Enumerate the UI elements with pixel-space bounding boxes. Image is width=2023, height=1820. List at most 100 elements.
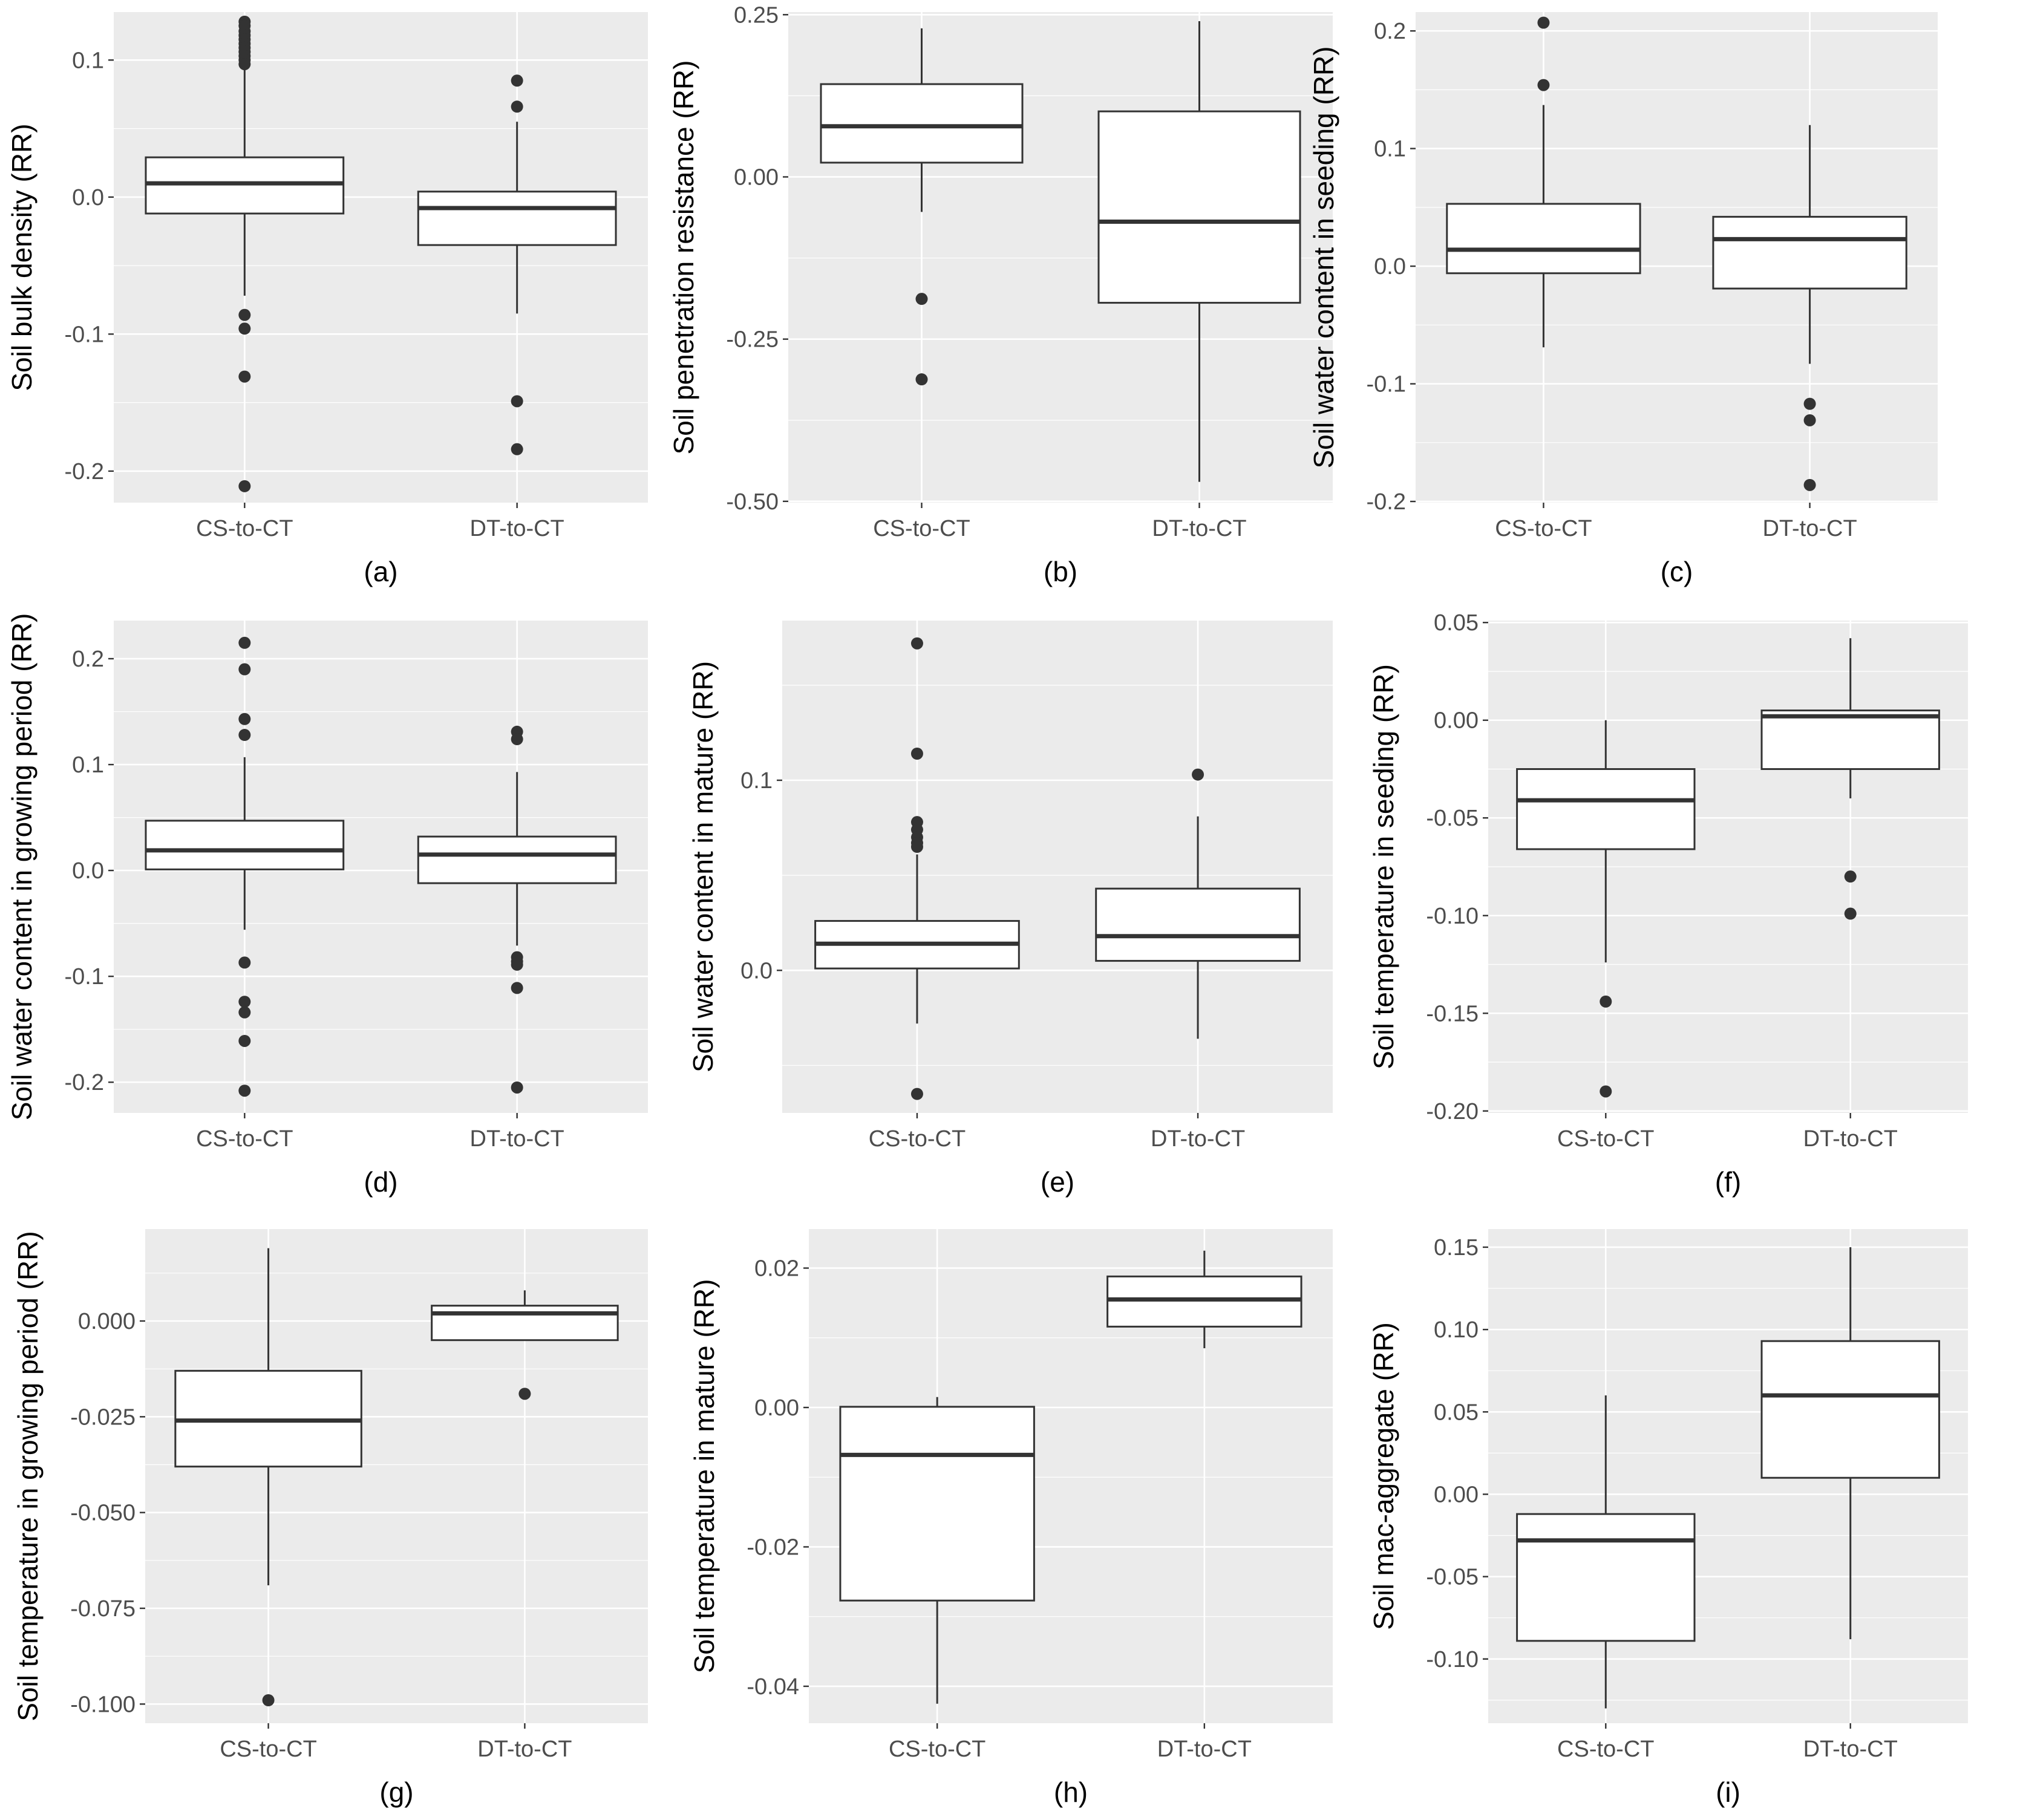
y-tick-label: 0.00 — [1434, 708, 1479, 734]
panel-caption: (h) — [1054, 1776, 1088, 1808]
y-tick-label: 0.05 — [1434, 610, 1479, 636]
outlier-point — [238, 713, 251, 725]
iqr-box — [1760, 1340, 1940, 1479]
y-tick-label: -0.04 — [747, 1674, 799, 1700]
y-tick-label: -0.2 — [65, 459, 104, 484]
box-CS-to-CT — [814, 637, 1020, 1100]
panel-caption: (f) — [1715, 1166, 1741, 1198]
y-tick-label: 0.2 — [1374, 19, 1406, 44]
outlier-point — [238, 636, 251, 649]
outlier-point — [238, 370, 251, 383]
y-tick-label: -0.10 — [1426, 904, 1479, 929]
panel-i: -0.10 -0.05 0.00 0.05 0.10 0.15 CS-to-CT DT-to-… — [1368, 1229, 1968, 1808]
iqr-box — [1516, 768, 1696, 850]
x-tick-label: DT-to-CT — [1803, 1737, 1898, 1762]
box-CS-to-CT — [1516, 1395, 1696, 1709]
iqr-box — [1446, 203, 1641, 275]
panel-caption: (c) — [1661, 556, 1693, 587]
y-axis-title: Soil temperature in growing period (RR) — [12, 1231, 44, 1721]
panel-caption: (d) — [364, 1166, 397, 1198]
iqr-box — [1097, 110, 1301, 304]
box-CS-to-CT — [820, 28, 1024, 386]
outlier-point — [511, 733, 523, 746]
y-tick-label: 0.1 — [72, 752, 104, 778]
panel-d: -0.2 -0.1 0.0 0.1 0.2 CS-to-CT DT-to-CT Soil wa… — [6, 613, 648, 1198]
box-DT-to-CT — [1712, 125, 1907, 491]
outlier-point — [238, 1034, 251, 1047]
x-tick-label: CS-to-CT — [869, 1126, 966, 1152]
plot-background — [782, 621, 1333, 1113]
x-tick-label: CS-to-CT — [196, 1126, 293, 1152]
y-tick-label: -0.025 — [70, 1404, 136, 1430]
iqr-box — [1760, 709, 1940, 770]
y-tick-label: -0.075 — [70, 1596, 136, 1622]
panel-caption: (i) — [1716, 1776, 1740, 1808]
outlier-point — [518, 1388, 531, 1400]
y-tick-label: -0.2 — [65, 1070, 104, 1095]
plot-background — [114, 12, 648, 503]
outlier-point — [1803, 478, 1816, 491]
panel-caption: (g) — [379, 1776, 413, 1808]
outlier-point — [238, 1006, 251, 1019]
x-tick-label: DT-to-CT — [1157, 1737, 1252, 1762]
y-tick-label: -0.25 — [726, 327, 779, 353]
panel-caption: (a) — [364, 556, 397, 587]
box-DT-to-CT — [1760, 638, 1940, 920]
iqr-box — [1095, 887, 1301, 962]
y-tick-label: 0.15 — [1434, 1235, 1479, 1261]
iqr-box — [1712, 215, 1907, 290]
y-tick-label: -0.05 — [1426, 1565, 1479, 1590]
y-tick-label: -0.2 — [1367, 489, 1406, 515]
x-tick-label: DT-to-CT — [470, 516, 564, 541]
outlier-point — [511, 982, 523, 994]
outlier-point — [1803, 414, 1816, 426]
y-tick-label: -0.50 — [726, 489, 779, 515]
x-tick-label: DT-to-CT — [1152, 516, 1246, 541]
y-tick-label: -0.050 — [70, 1501, 136, 1526]
y-tick-label: 0.2 — [72, 647, 104, 672]
panel-caption: (b) — [1044, 556, 1077, 587]
y-tick-label: 0.1 — [1374, 137, 1406, 162]
outlier-point — [915, 373, 928, 386]
box-CS-to-CT — [145, 15, 345, 492]
y-tick-label: 0.1 — [740, 768, 773, 794]
box-DT-to-CT — [1760, 1247, 1940, 1640]
y-tick-label: 0.1 — [72, 48, 104, 73]
box-CS-to-CT — [174, 1248, 362, 1706]
panel-f: -0.20 -0.15 -0.10 -0.05 0.00 0.05 CS-to-CT DT-t… — [1368, 610, 1968, 1198]
iqr-box — [839, 1406, 1035, 1602]
outlier-point — [1844, 870, 1857, 883]
y-tick-label: 0.0 — [1374, 254, 1406, 279]
x-tick-label: DT-to-CT — [1151, 1126, 1245, 1152]
outlier-point — [238, 480, 251, 492]
y-axis-title: Soil water content in seeding (RR) — [1308, 47, 1339, 469]
iqr-box — [417, 835, 617, 884]
y-tick-label: 0.10 — [1434, 1317, 1479, 1343]
outlier-point — [511, 1081, 523, 1094]
box-CS-to-CT — [145, 636, 345, 1097]
y-axis-title: Soil temperature in mature (RR) — [688, 1279, 720, 1674]
y-tick-label: 0.00 — [1434, 1482, 1479, 1507]
y-tick-label: -0.15 — [1426, 1001, 1479, 1026]
iqr-box — [820, 83, 1024, 164]
box-CS-to-CT — [1446, 16, 1641, 348]
panel-b: -0.50 -0.25 0.00 0.25 CS-to-CT DT-to-CT Soil p… — [668, 2, 1333, 587]
outlier-point — [238, 956, 251, 969]
outlier-point — [511, 100, 523, 113]
box-DT-to-CT — [417, 74, 617, 455]
y-axis-title: Soil bulk density (RR) — [6, 123, 38, 391]
y-tick-label: 0.0 — [72, 185, 104, 210]
outlier-point — [238, 729, 251, 742]
panel-a: -0.2 -0.1 0.0 0.1 CS-to-CT DT-to-CT Soil bulk … — [6, 12, 648, 587]
y-tick-label: 0.25 — [734, 2, 779, 28]
x-tick-label: DT-to-CT — [1803, 1126, 1898, 1152]
panel-h: -0.04 -0.02 0.00 0.02 CS-to-CT DT-to-CT Soil t… — [688, 1229, 1333, 1808]
iqr-box — [145, 820, 345, 870]
outlier-point — [1537, 79, 1550, 91]
x-tick-label: CS-to-CT — [889, 1737, 985, 1762]
outlier-point — [910, 748, 923, 760]
y-axis-title: Soil mac-aggregate (RR) — [1368, 1322, 1399, 1630]
outlier-point — [1803, 397, 1816, 410]
x-tick-label: DT-to-CT — [470, 1126, 564, 1152]
y-tick-label: 0.05 — [1434, 1400, 1479, 1425]
